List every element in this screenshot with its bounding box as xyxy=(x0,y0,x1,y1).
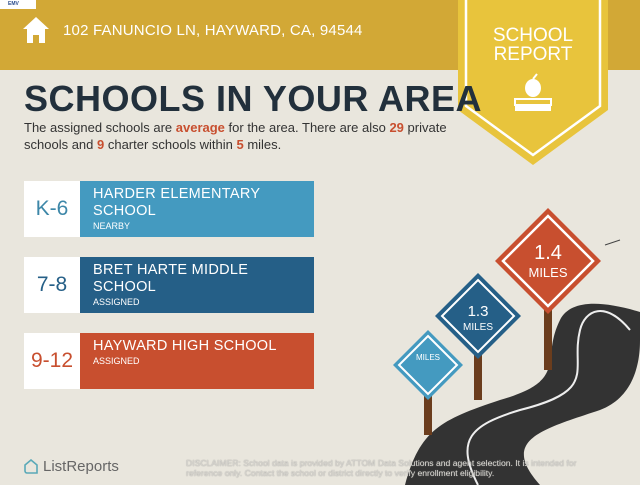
school-status: ASSIGNED xyxy=(93,297,140,307)
rating: average xyxy=(175,120,225,135)
sign-distance: 1.3 xyxy=(468,303,489,320)
sign-unit: MILES xyxy=(528,265,567,280)
listreports-logo: ListReports xyxy=(24,458,119,475)
badge-line2: REPORT xyxy=(493,44,573,65)
school-name: HAYWARD HIGH SCHOOL xyxy=(93,338,277,354)
page-title: SCHOOLS IN YOUR AREA xyxy=(24,78,483,119)
distance-sign-near xyxy=(393,330,463,400)
school-row[interactable]: 7-8 BRET HARTE MIDDLE SCHOOL ASSIGNED xyxy=(24,257,314,313)
distance-sign-far xyxy=(495,208,601,314)
school-status: ASSIGNED xyxy=(93,356,140,366)
school-row[interactable]: 9-12 HAYWARD HIGH SCHOOL ASSIGNED xyxy=(24,333,314,389)
grade-range: K-6 xyxy=(24,181,80,237)
grade-range: 9-12 xyxy=(24,333,80,389)
summary-text: The assigned schools are average for the… xyxy=(24,120,447,152)
sign-post-mid xyxy=(474,350,482,400)
property-address: 102 FANUNCIO LN, HAYWARD, CA, 94544 xyxy=(63,22,363,39)
private-count: 29 xyxy=(389,120,404,135)
charter-count: 9 xyxy=(97,137,105,152)
school-status: NEARBY xyxy=(93,221,131,231)
brand-logo: EMV xyxy=(0,0,36,9)
school-report-badge xyxy=(458,0,608,165)
school-name: BRET HARTE MIDDLE SCHOOL xyxy=(93,262,249,295)
radius: 5 xyxy=(236,137,244,152)
grade-range: 7-8 xyxy=(24,257,80,313)
school-row[interactable]: K-6 HARDER ELEMENTARY SCHOOL NEARBY xyxy=(24,181,314,237)
sign-unit: MILES xyxy=(416,353,440,362)
sign-post-near xyxy=(424,395,432,435)
home-icon xyxy=(23,17,49,43)
apple-books-icon xyxy=(514,73,552,111)
listreports-icon xyxy=(24,458,38,474)
sign-unit: MILES xyxy=(463,322,493,333)
distance-sign-mid xyxy=(435,273,521,359)
school-name: HARDER ELEMENTARY SCHOOL xyxy=(93,186,261,219)
disclaimer: DISCLAIMER: School data is provided by A… xyxy=(186,458,577,478)
sign-post-far xyxy=(544,300,552,370)
badge-line1: SCHOOL xyxy=(492,25,574,46)
sign-distance: 1.4 xyxy=(534,242,562,264)
